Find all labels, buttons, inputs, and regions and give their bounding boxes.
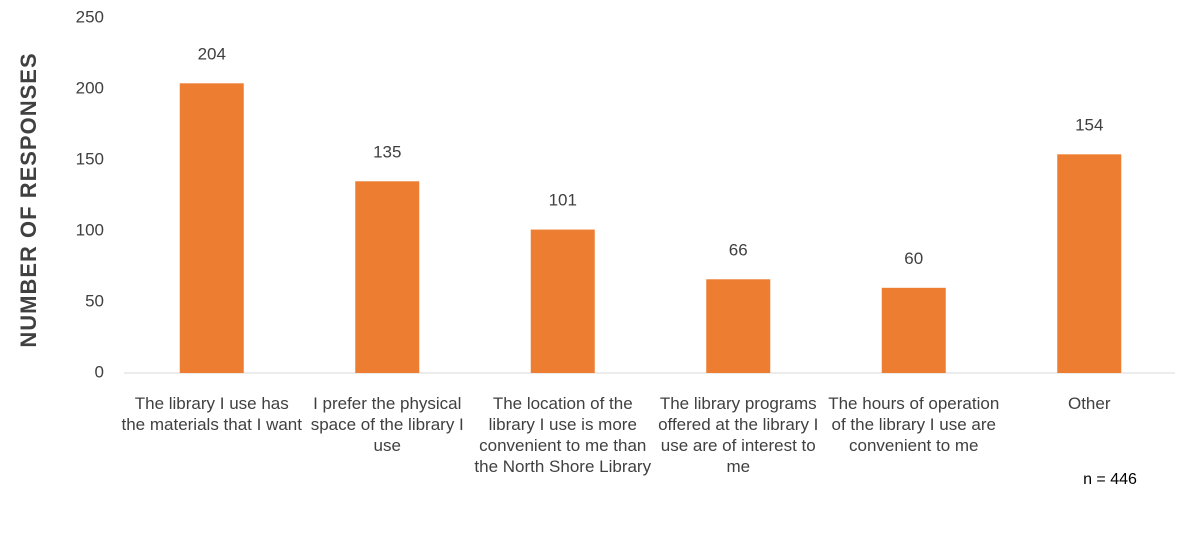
data-label: 135 [373,142,401,161]
bar [530,229,595,373]
bar [706,279,771,373]
x-tick-label: The hours of operation of the library I u… [828,394,999,455]
y-tick-label: 100 [76,220,104,239]
y-tick-label: 0 [95,362,104,381]
x-tick-label: Other [1068,394,1111,413]
annotation: n = 446 [1083,471,1137,488]
data-label: 66 [729,240,748,259]
y-axis-label: NUMBER OF RESPONSES [16,52,41,347]
bar [355,181,420,373]
bar [1057,154,1122,373]
x-tick-label: The location of the library I use is more… [474,394,651,476]
data-label: 101 [549,191,577,210]
data-label: 204 [198,44,226,63]
data-label: 154 [1075,115,1103,134]
x-tick-label: I prefer the physical space of the librar… [311,394,464,455]
x-tick-label: The library I use has the materials that … [122,394,303,434]
y-tick-label: 150 [76,149,104,168]
data-label: 60 [904,249,923,268]
bar [179,83,244,373]
y-tick-label: 50 [85,291,104,310]
x-tick-label: The library programs offered at the libra… [658,394,818,476]
y-tick-label: 200 [76,78,104,97]
y-tick-label: 250 [76,7,104,26]
bar [881,287,946,373]
